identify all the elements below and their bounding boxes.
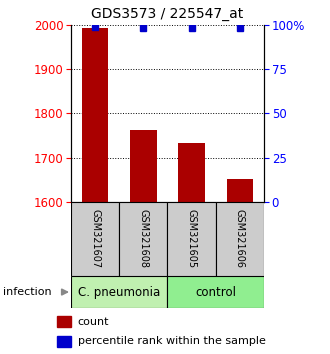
Text: GSM321606: GSM321606	[235, 210, 245, 268]
Bar	[82, 28, 108, 202]
Text: count: count	[78, 316, 109, 327]
Bar	[56, 336, 71, 347]
Bar	[71, 202, 119, 276]
Bar	[71, 276, 168, 308]
Text: control: control	[195, 286, 236, 298]
Text: percentile rank within the sample: percentile rank within the sample	[78, 336, 265, 346]
Bar	[130, 130, 157, 202]
Text: infection: infection	[3, 287, 52, 297]
Text: C. pneumonia: C. pneumonia	[78, 286, 160, 298]
Bar	[168, 276, 264, 308]
Bar	[56, 316, 71, 327]
Text: GSM321608: GSM321608	[138, 210, 148, 268]
Bar	[168, 202, 216, 276]
Bar	[178, 143, 205, 202]
Text: GSM321605: GSM321605	[186, 209, 197, 269]
Text: GSM321607: GSM321607	[90, 209, 100, 269]
Title: GDS3573 / 225547_at: GDS3573 / 225547_at	[91, 7, 244, 21]
Bar	[119, 202, 168, 276]
Bar	[227, 179, 253, 202]
Bar	[216, 202, 264, 276]
